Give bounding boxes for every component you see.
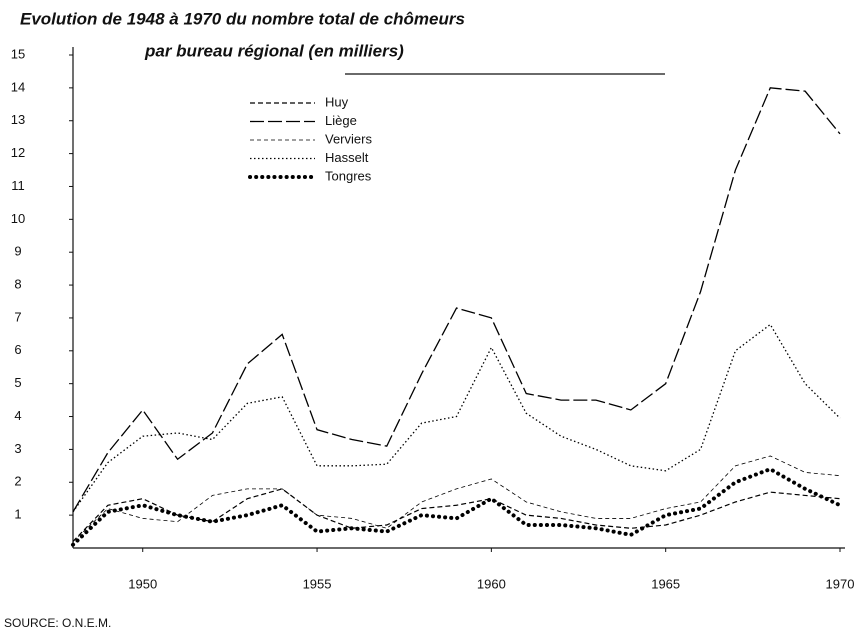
series-line [72,87,841,513]
y-tick-label: 8 [14,277,21,292]
series-line [72,488,841,542]
y-tick-label: 9 [14,244,21,259]
legend-label: Liège [325,113,357,128]
y-tick-label: 15 [11,46,25,61]
y-tick-label: 5 [14,375,21,390]
x-tick-label: 1965 [651,576,680,591]
y-tick-label: 6 [14,342,21,357]
chart-subtitle: par bureau régional (en milliers) [144,41,404,60]
legend-label: Verviers [325,131,372,146]
legend-label: Tongres [325,168,372,183]
x-tick-label: 1955 [303,576,332,591]
legend-label: Huy [325,94,349,109]
chart-title: Evolution de 1948 à 1970 du nombre total… [20,9,465,28]
y-tick-label: 14 [11,79,25,94]
y-tick-label: 2 [14,474,21,489]
series-line [72,455,841,542]
source-note: SOURCE: O.N.E.M. [4,616,111,630]
series-line [72,323,841,513]
legend-label: Hasselt [325,150,369,165]
y-tick-label: 12 [11,145,25,160]
y-tick-label: 1 [14,507,21,522]
x-tick-label: 1960 [477,576,506,591]
y-tick-label: 11 [11,178,25,193]
x-tick-label: 1970 [826,576,855,591]
x-tick-label: 1950 [128,576,157,591]
y-tick-label: 13 [11,112,25,127]
y-tick-label: 4 [14,408,21,423]
y-tick-label: 3 [14,441,21,456]
y-tick-label: 10 [11,211,25,226]
series-line [71,466,842,547]
y-tick-label: 7 [14,309,21,324]
